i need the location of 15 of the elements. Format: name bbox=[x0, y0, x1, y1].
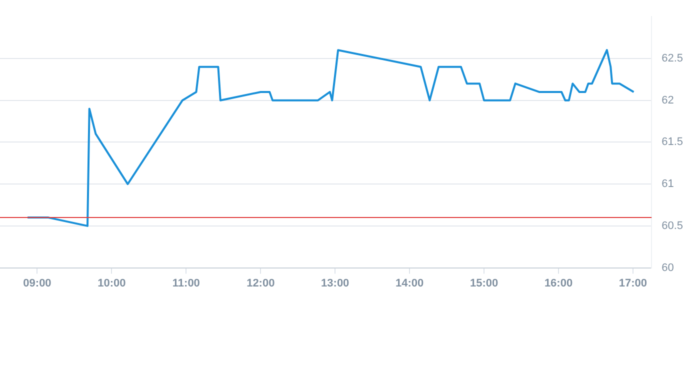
x-tick-label: 10:00 bbox=[98, 277, 126, 290]
x-tick-label: 17:00 bbox=[618, 277, 648, 290]
x-tick-label: 11:00 bbox=[172, 277, 200, 290]
x-tick-label: 12:00 bbox=[246, 277, 275, 290]
y-tick-label: 62 bbox=[662, 94, 674, 106]
x-tick-label: 13:00 bbox=[321, 277, 350, 290]
x-tick-label: 15:00 bbox=[470, 277, 498, 290]
y-tick-label: 62.5 bbox=[662, 52, 684, 64]
x-tick-label: 16:00 bbox=[544, 277, 573, 290]
x-tick-label: 14:00 bbox=[396, 277, 424, 290]
y-tick-label: 61.5 bbox=[662, 136, 684, 148]
y-tick-label: 60 bbox=[662, 262, 674, 274]
x-tick-label: 09:00 bbox=[23, 277, 52, 290]
y-tick-label: 61 bbox=[662, 178, 674, 190]
y-tick-label: 60.5 bbox=[662, 220, 684, 232]
